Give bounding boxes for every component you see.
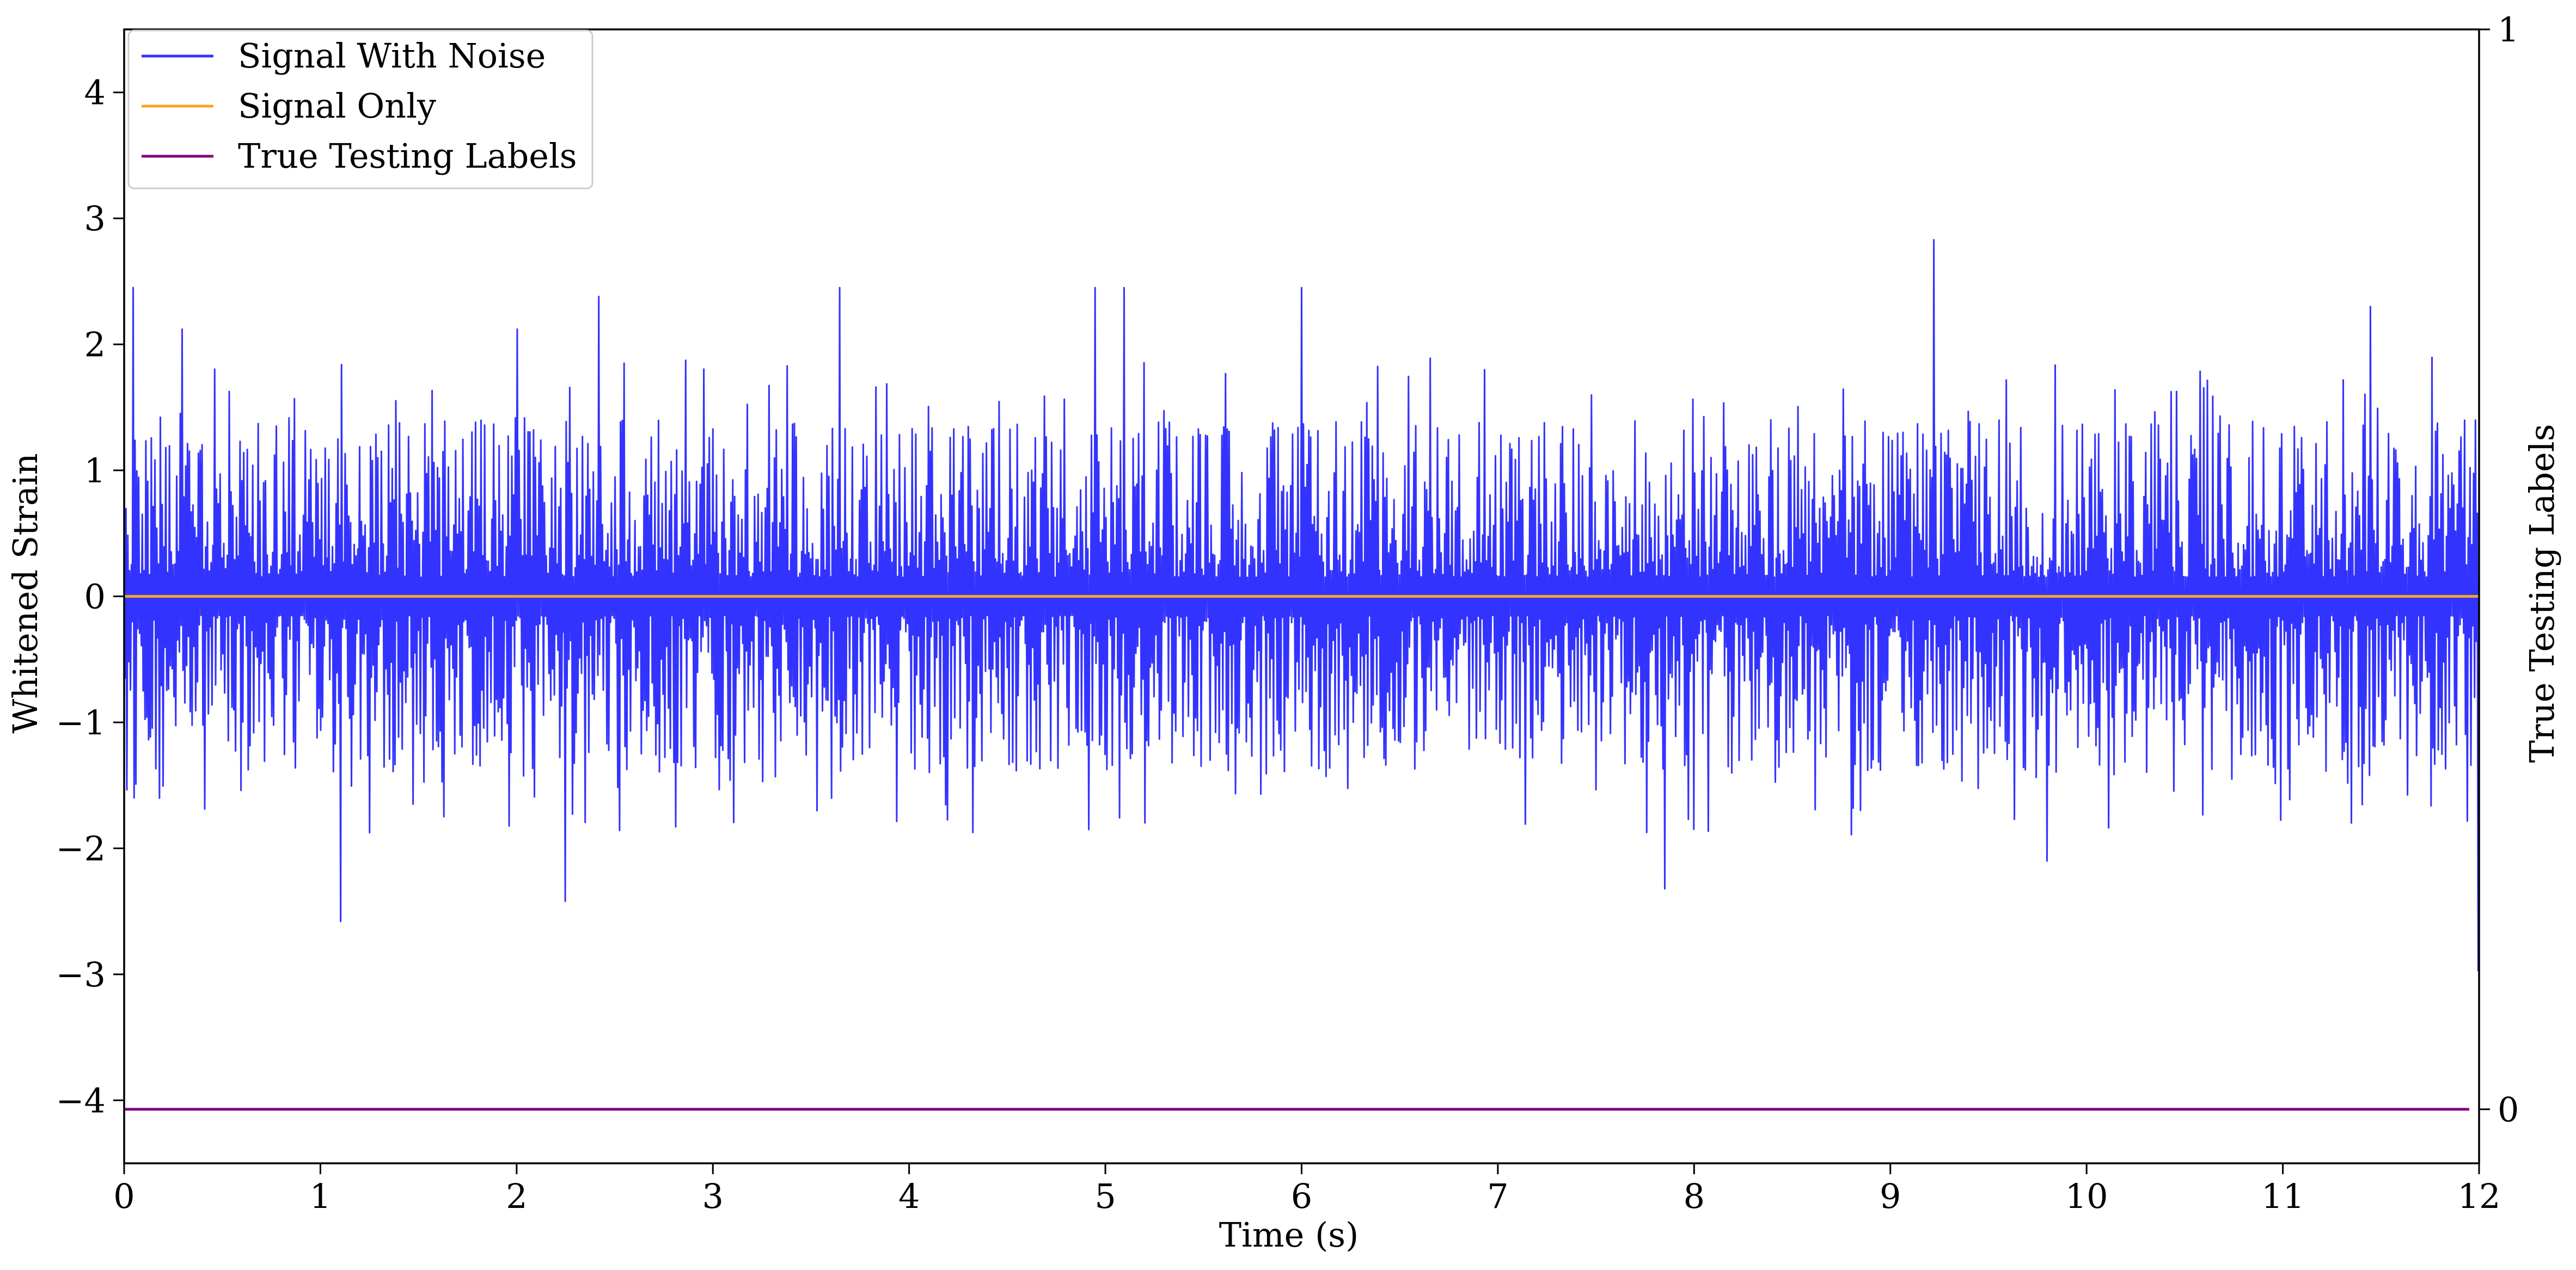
y-tick-label: 1 — [84, 451, 106, 490]
x-tick-label: 0 — [113, 1176, 134, 1216]
y2-axis-ticks: 01 — [2479, 10, 2519, 1130]
legend-label-true-testing-labels: True Testing Labels — [238, 136, 577, 176]
signal-with-noise-series — [124, 239, 2479, 972]
legend-box — [127, 29, 593, 189]
signal-with-noise-line — [124, 239, 2479, 972]
x-tick-label: 5 — [1094, 1176, 1116, 1216]
x-tick-label: 2 — [506, 1176, 527, 1216]
legend-label-signal-with-noise: Signal With Noise — [238, 36, 546, 76]
x-tick-label: 11 — [2261, 1176, 2304, 1216]
x-tick-label: 12 — [2458, 1176, 2501, 1216]
y-tick-label: −4 — [56, 1081, 106, 1120]
y-tick-label: 4 — [84, 73, 106, 113]
x-tick-label: 9 — [1880, 1176, 1901, 1216]
y-axis-label: Whitened Strain — [5, 453, 45, 734]
y-tick-label: −2 — [56, 829, 106, 868]
y2-axis-label: True Testing Labels — [2522, 424, 2562, 763]
y2-tick-label: 1 — [2498, 10, 2519, 50]
y2-tick-label: 0 — [2498, 1090, 2519, 1130]
y-tick-label: 2 — [84, 325, 106, 365]
x-tick-label: 3 — [702, 1176, 724, 1216]
y-tick-label: 3 — [84, 199, 106, 238]
x-tick-label: 1 — [310, 1176, 331, 1216]
x-tick-label: 10 — [2065, 1176, 2108, 1216]
y-tick-label: 0 — [84, 577, 106, 617]
x-tick-label: 7 — [1487, 1176, 1508, 1216]
x-tick-label: 8 — [1684, 1176, 1705, 1216]
y-tick-label: −1 — [56, 703, 106, 743]
y-tick-label: −3 — [56, 955, 106, 995]
x-tick-label: 4 — [898, 1176, 920, 1216]
y-axis-ticks: −4 −3 −2 −1 0 1 2 3 4 — [56, 73, 124, 1120]
x-axis-ticks: 0 1 2 3 4 5 6 7 8 9 10 11 12 — [113, 1163, 2500, 1216]
plot-area — [123, 28, 2480, 1164]
x-axis-label: Time (s) — [1219, 1215, 1359, 1255]
legend: Signal With Noise Signal Only True Testi… — [127, 29, 593, 189]
legend-label-signal-only: Signal Only — [238, 86, 436, 126]
x-tick-label: 6 — [1291, 1176, 1312, 1216]
